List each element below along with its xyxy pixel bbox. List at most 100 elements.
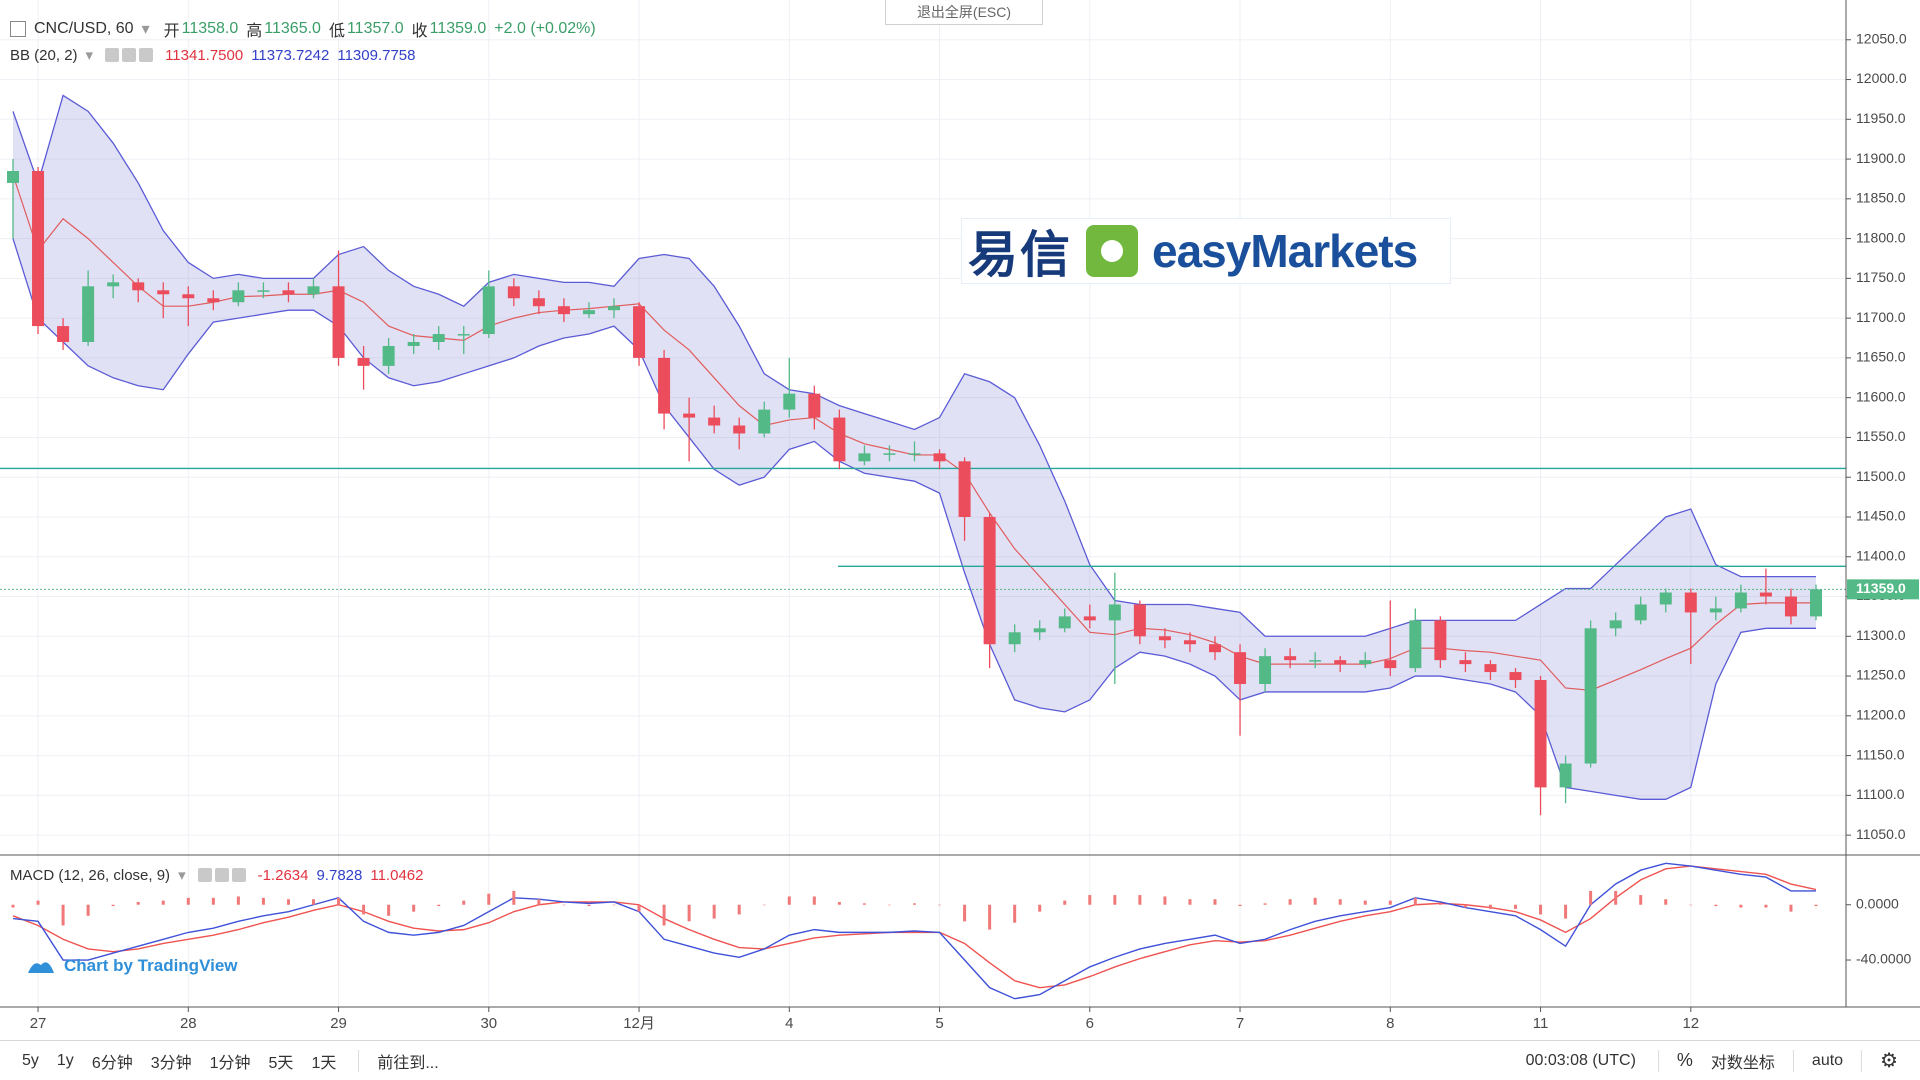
- range-button[interactable]: 1天: [311, 1054, 337, 1072]
- macd-legend: MACD (12, 26, close, 9) ▾ -1.2634 9.7828 …: [10, 866, 424, 885]
- candle-body: [432, 334, 445, 342]
- range-button[interactable]: 1y: [56, 1051, 74, 1069]
- exit-fullscreen[interactable]: 退出全屏(ESC): [885, 0, 1043, 25]
- candle-body: [357, 357, 370, 366]
- y-tick-label: 11200.0: [1856, 707, 1906, 723]
- candle-body: [1734, 592, 1747, 609]
- macd-icons[interactable]: [197, 868, 246, 882]
- macd-hist-bar: [462, 900, 466, 905]
- macd-hist-bar: [1213, 899, 1217, 905]
- macd-hist-bar: [337, 897, 341, 905]
- bb-upper-value: 11373.7242: [251, 46, 330, 64]
- log-toggle[interactable]: 对数坐标: [1710, 1054, 1775, 1072]
- candle-body: [1709, 608, 1722, 613]
- range-button[interactable]: 6分钟: [91, 1054, 133, 1072]
- candle-body: [1759, 592, 1772, 597]
- candle-body: [1659, 592, 1672, 605]
- bb-icons[interactable]: [105, 48, 154, 62]
- y-tick-label: 11950.0: [1856, 110, 1906, 126]
- range-button[interactable]: 5y: [22, 1051, 39, 1069]
- macd-hist-bar: [261, 897, 265, 905]
- macd-hist-bar: [787, 896, 791, 905]
- candle-body: [1033, 628, 1046, 633]
- macd-hist-bar: [637, 904, 641, 912]
- x-tick-label: 27: [30, 1015, 47, 1032]
- macd-name[interactable]: MACD (12, 26, close, 9): [10, 866, 171, 884]
- macd-hist-bar: [437, 904, 441, 907]
- ohlc-value: 11365.0: [264, 20, 321, 37]
- candle-body: [708, 417, 721, 426]
- x-tick-label: 12: [1682, 1015, 1699, 1032]
- candle-body: [1209, 644, 1221, 653]
- candle-body: [1309, 660, 1322, 662]
- range-button[interactable]: 5天: [268, 1054, 294, 1072]
- candle-body: [332, 286, 345, 358]
- macd-hist-bar: [512, 890, 516, 905]
- candle-body: [1384, 660, 1397, 669]
- macd-hist-bar: [1438, 903, 1442, 905]
- candle-body: [1284, 656, 1297, 661]
- y-tick-label: 11500.0: [1856, 468, 1906, 484]
- x-tick-label: 5: [935, 1015, 943, 1032]
- candle-body: [658, 357, 671, 414]
- clock: 00:03:08 (UTC): [1525, 1051, 1636, 1069]
- x-tick-label: 11: [1533, 1015, 1549, 1032]
- macd-hist-bar: [11, 904, 15, 908]
- range-button[interactable]: 1分钟: [209, 1054, 251, 1072]
- auto-toggle[interactable]: auto: [1811, 1051, 1844, 1069]
- candle-body: [307, 286, 320, 295]
- candle-body: [1810, 589, 1822, 617]
- macd-hist-bar: [1614, 890, 1618, 905]
- macd-hist-bar: [1514, 904, 1517, 909]
- macd-hist-bar: [487, 893, 491, 905]
- candle-body: [1509, 672, 1522, 681]
- macd-hist-bar: [211, 897, 215, 905]
- macd-hist-bar: [1263, 903, 1267, 905]
- percent-toggle[interactable]: %: [1676, 1050, 1693, 1070]
- macd-hist-value: -1.2634: [257, 866, 309, 884]
- y-tick-label: 11550.0: [1856, 428, 1906, 444]
- tradingview-credit[interactable]: Chart by TradingView: [26, 955, 238, 977]
- macd-hist-bar: [737, 904, 741, 915]
- x-tick-label: 28: [180, 1015, 197, 1032]
- candle-body: [382, 345, 395, 366]
- y-tick-label: 11850.0: [1856, 190, 1906, 206]
- x-tick-label: 6: [1086, 1015, 1094, 1032]
- symbol-title[interactable]: CNC/USD, 60: [34, 20, 134, 37]
- candle-body: [32, 171, 45, 327]
- candle-body: [1359, 660, 1372, 665]
- range-button[interactable]: 3分钟: [150, 1054, 192, 1072]
- macd-hist-bar: [412, 904, 416, 912]
- y-tick-label: 11800.0: [1856, 229, 1906, 245]
- candle-body: [1234, 652, 1247, 684]
- macd-hist-bar: [1589, 890, 1593, 905]
- macd-hist-bar: [286, 899, 290, 905]
- settings-button[interactable]: ⚙: [1880, 1050, 1898, 1072]
- candle-body: [1083, 616, 1096, 621]
- macd-hist-bar: [1664, 899, 1668, 905]
- macd-hist-bar: [662, 904, 666, 926]
- macd-hist-bar: [387, 904, 391, 916]
- candle-body: [1183, 640, 1196, 645]
- candle-body: [1609, 620, 1622, 629]
- bb-name[interactable]: BB (20, 2): [10, 46, 78, 64]
- macd-hist-bar: [1714, 904, 1718, 907]
- candle-body: [1259, 656, 1272, 684]
- candle-body: [633, 306, 646, 358]
- candle-body: [207, 298, 220, 303]
- goto-button[interactable]: 前往到...: [377, 1054, 439, 1072]
- candle-body: [1459, 660, 1472, 665]
- symbol-icon[interactable]: [10, 21, 26, 37]
- macd-hist-bar: [186, 897, 190, 905]
- macd-hist-bar: [111, 904, 115, 907]
- macd-hist-bar: [1789, 904, 1793, 912]
- bb-lower-value: 11309.7758: [337, 46, 416, 64]
- macd-hist-bar: [537, 899, 541, 905]
- tv-text[interactable]: Chart by TradingView: [64, 956, 238, 975]
- macd-hist-bar: [963, 904, 967, 922]
- tv-icon: [28, 962, 54, 973]
- x-tick-label: 29: [330, 1015, 347, 1032]
- candle-body: [407, 342, 420, 346]
- ohlc-value: 11357.0: [346, 20, 404, 37]
- y-tick-label: 11400.0: [1856, 547, 1906, 563]
